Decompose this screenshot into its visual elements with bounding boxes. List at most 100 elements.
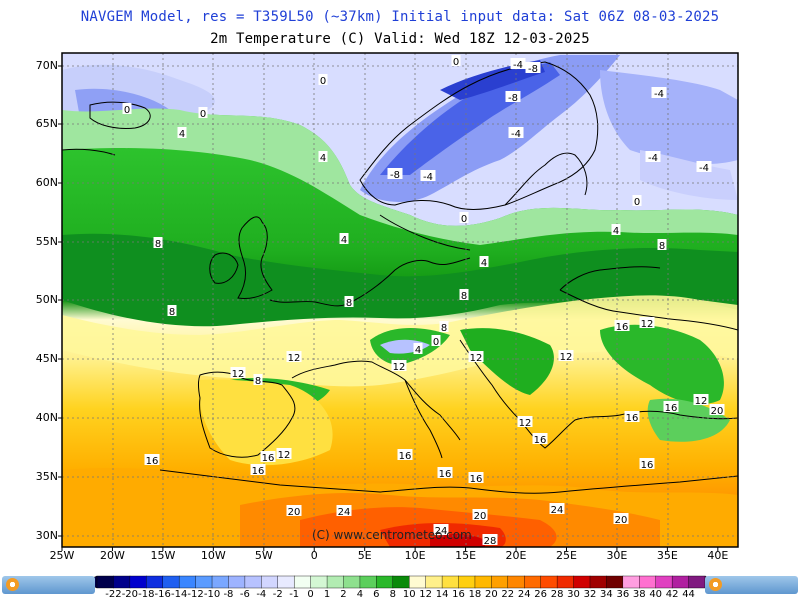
contour-label-bg xyxy=(420,170,436,181)
scale-label: 14 xyxy=(435,589,449,600)
contour-label-bg xyxy=(253,374,263,385)
contour-label-bg xyxy=(468,351,484,362)
scale-swatch xyxy=(441,575,460,589)
contour-label: -4 xyxy=(511,129,521,140)
scale-swatch xyxy=(491,575,509,589)
contour-label: 24 xyxy=(338,507,351,518)
contour-label-bg xyxy=(472,509,488,520)
scale-swatch xyxy=(606,575,624,589)
contour-label: 4 xyxy=(320,153,326,164)
contour-label-bg xyxy=(318,74,328,85)
contour-label-bg xyxy=(657,239,667,250)
latitude-label: 60N xyxy=(35,176,58,189)
scale-label: 2 xyxy=(340,589,347,600)
longitude-label: 25W xyxy=(49,549,75,562)
contour-label: 12 xyxy=(470,353,483,364)
contour-label: 16 xyxy=(262,453,275,464)
contour-label: -4 xyxy=(654,89,664,100)
map-credit: (C) www.centrometeo.com xyxy=(312,528,472,542)
contour-label-bg xyxy=(549,503,565,514)
scale-swatch xyxy=(326,575,344,589)
contour-label-bg xyxy=(517,416,533,427)
contour-label-bg xyxy=(479,256,489,267)
contour-label-bg xyxy=(286,351,302,362)
contour-label: -4 xyxy=(648,153,658,164)
latitude-label: 70N xyxy=(35,59,58,72)
longitude-label: 10W xyxy=(200,549,226,562)
contour-label-bg xyxy=(153,237,163,248)
contour-label-bg xyxy=(696,161,712,172)
scale-swatch xyxy=(211,575,229,589)
longitude-label: 35E xyxy=(656,549,678,562)
longitude-label: 15E xyxy=(455,549,477,562)
contour-label: 16 xyxy=(616,322,629,333)
contour-label: 16 xyxy=(626,413,639,424)
scale-swatch xyxy=(244,575,262,589)
latitude-label: 40N xyxy=(35,411,58,424)
contour-label: 0 xyxy=(124,105,130,116)
scale-label: 30 xyxy=(567,589,580,600)
sun-logo-icon xyxy=(6,578,19,591)
scale-label: -14 xyxy=(170,589,188,600)
contour-label-bg xyxy=(439,321,449,332)
contour-label: 0 xyxy=(634,197,640,208)
contour-label: 4 xyxy=(179,129,185,140)
contour-label: 12 xyxy=(641,319,654,330)
longitude-label: 20W xyxy=(100,549,125,562)
scale-swatch xyxy=(277,575,295,589)
contour-label: 16 xyxy=(665,403,678,414)
scale-label: -8 xyxy=(223,589,234,600)
contour-label: 20 xyxy=(711,406,724,417)
contour-label-bg xyxy=(144,454,160,465)
contour-label: 4 xyxy=(341,235,347,246)
scale-label: 0 xyxy=(307,589,314,600)
contour-label: 8 xyxy=(169,307,175,318)
scale-swatch xyxy=(425,575,443,589)
contour-label-bg xyxy=(177,127,187,138)
contour-label: 8 xyxy=(461,291,467,302)
scale-swatch xyxy=(458,575,476,589)
longitude-label: 25E xyxy=(555,549,577,562)
contour-label: -8 xyxy=(508,93,518,104)
scale-label: 28 xyxy=(550,589,564,600)
contour-label: -8 xyxy=(528,64,538,75)
contour-label: 8 xyxy=(441,323,447,334)
longitude-label: 15W xyxy=(150,549,176,562)
contour-label: 16 xyxy=(534,435,547,446)
scale-swatch xyxy=(376,575,394,589)
contour-label: 16 xyxy=(439,469,452,480)
scale-swatch xyxy=(556,575,575,589)
contour-label: 8 xyxy=(346,298,352,309)
contour-label-bg xyxy=(624,411,640,422)
contour-label-bg xyxy=(167,305,177,316)
scale-label: 20 xyxy=(485,589,498,600)
color-scale-bar xyxy=(82,575,720,589)
scale-label: 18 xyxy=(468,589,482,600)
contour-label-bg xyxy=(613,513,629,524)
scale-label: -20 xyxy=(121,589,139,600)
scale-swatch xyxy=(310,575,328,589)
latitude-label: 50N xyxy=(35,293,58,306)
scale-swatch xyxy=(474,575,492,589)
contour-label-bg xyxy=(431,335,441,346)
contour-label-bg xyxy=(508,127,524,138)
contour-label-bg xyxy=(459,289,469,300)
scale-swatch xyxy=(573,575,591,589)
latitude-label: 55N xyxy=(35,235,58,248)
contour-label-bg xyxy=(558,350,574,361)
contour-label-bg xyxy=(693,394,709,405)
contour-label: 12 xyxy=(232,369,245,380)
scale-label: 42 xyxy=(665,589,679,600)
contour-label-bg xyxy=(260,451,276,462)
contour-label: 4 xyxy=(481,258,487,269)
contour-label: 0 xyxy=(461,214,467,225)
latitude-label: 30N xyxy=(35,529,58,542)
contour-label: -4 xyxy=(423,172,433,183)
scale-swatch xyxy=(540,575,558,589)
scale-label: 1 xyxy=(323,589,331,600)
scale-label: -1 xyxy=(289,589,300,600)
scale-label: -16 xyxy=(154,589,171,600)
contour-label: 0 xyxy=(453,57,459,68)
contour-label-bg xyxy=(482,534,498,545)
